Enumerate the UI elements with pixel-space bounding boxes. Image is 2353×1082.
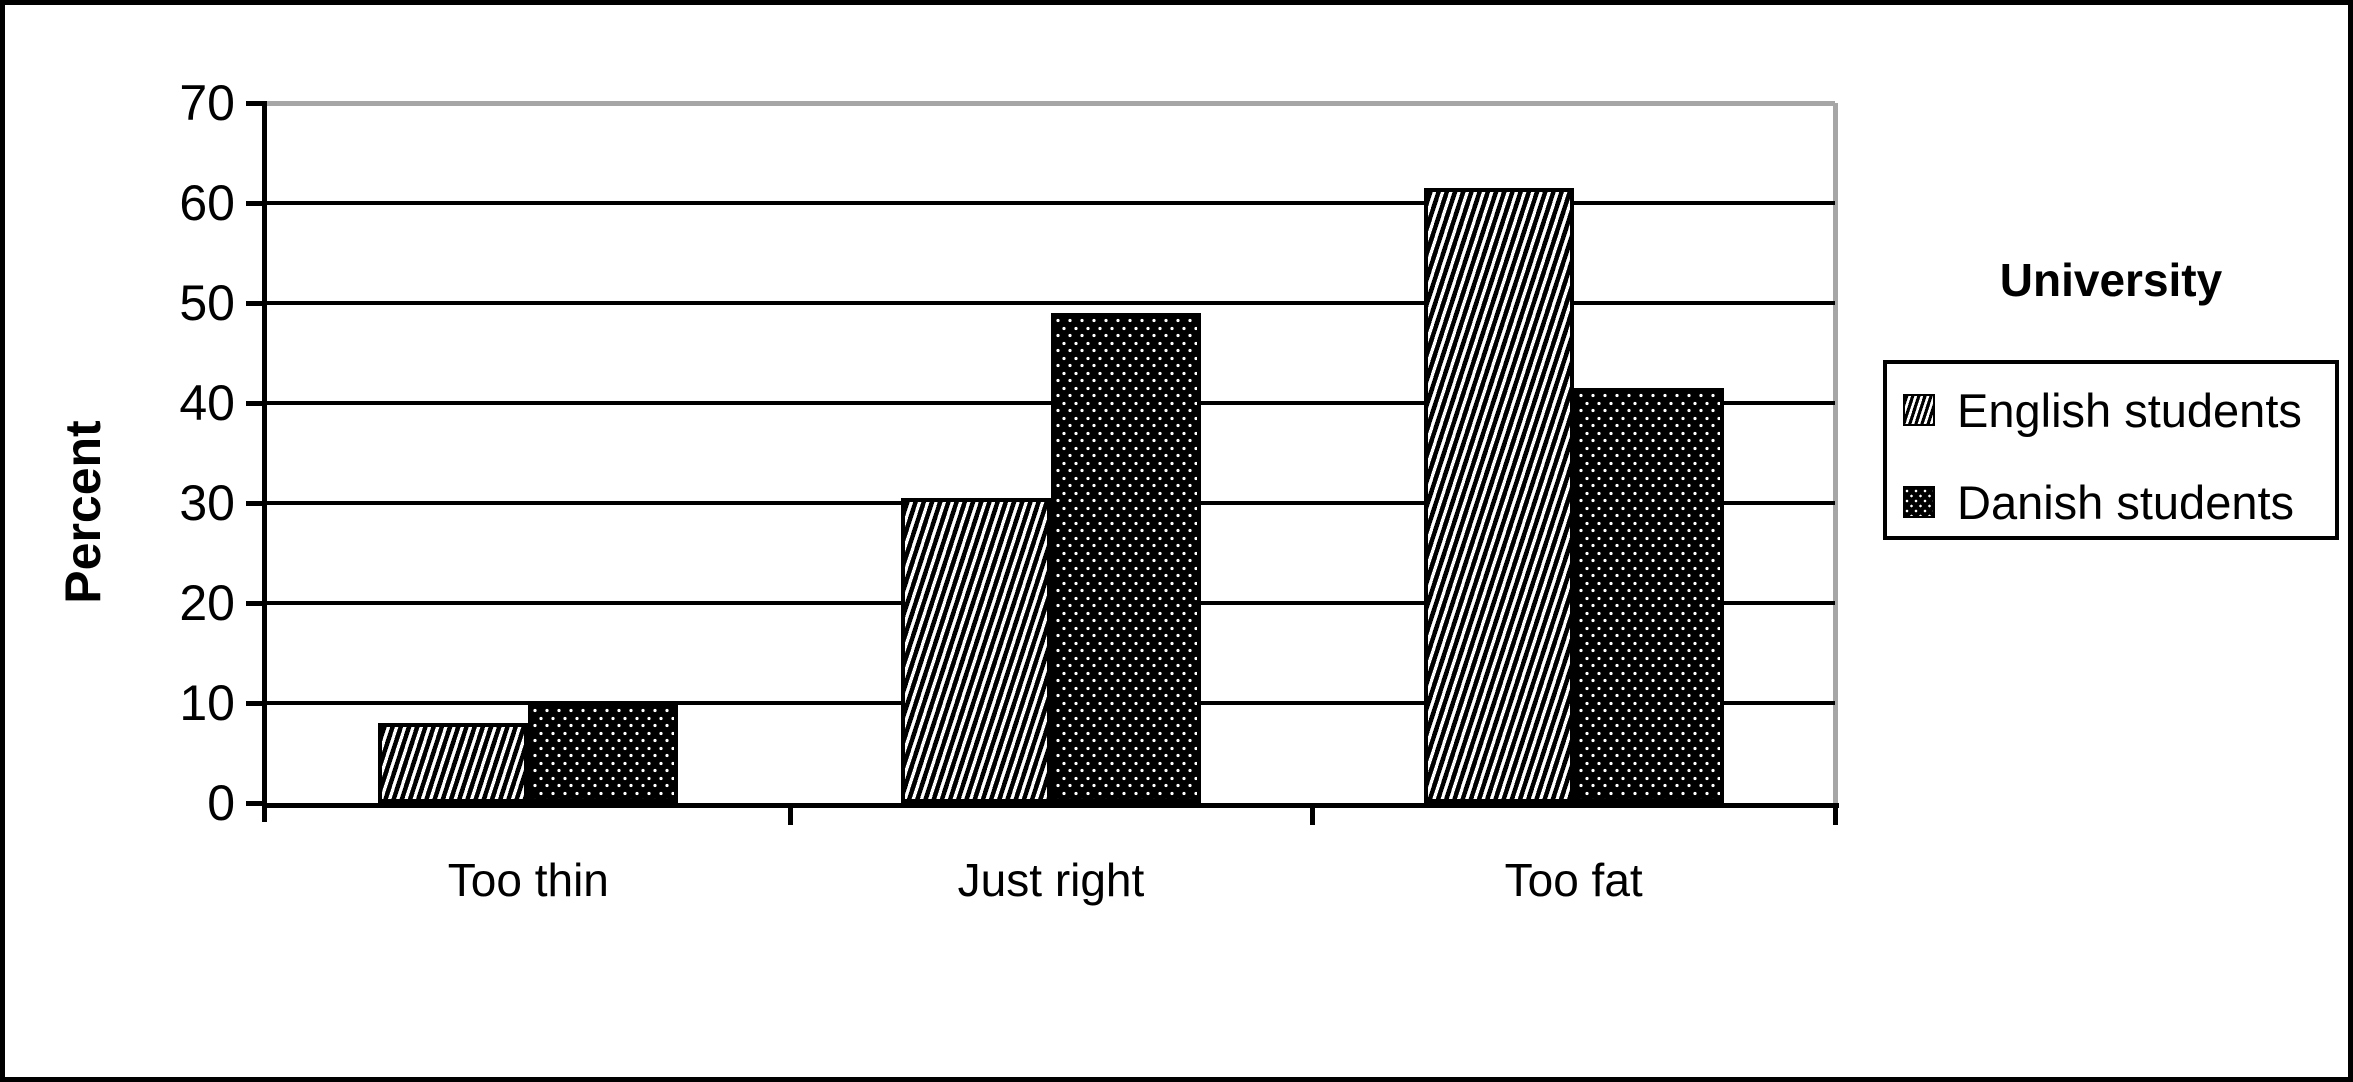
legend-box: English students Danish students: [1883, 360, 2339, 540]
bar-english-too-thin: [378, 723, 529, 803]
bar-danish-too-thin: [528, 703, 679, 803]
legend-title: University: [1999, 254, 2223, 306]
legend-label-english: English students: [1957, 383, 2302, 437]
y-tick-label-10: 10: [179, 675, 235, 731]
x-boundary-tick-1: [787, 808, 793, 825]
y-tick-label-60: 60: [179, 175, 235, 231]
plot-right-border: [1833, 103, 1838, 805]
y-tick-60: [246, 201, 267, 206]
y-tick-10: [246, 701, 267, 706]
english-hatch-swatch-icon: [1903, 394, 1935, 426]
bar-english-too-fat: [1423, 188, 1574, 803]
x-boundary-tick-3: [1833, 808, 1838, 825]
legend-entry-danish: Danish students: [1903, 475, 2323, 529]
plot-top-border: [267, 101, 1835, 106]
y-tick-20: [246, 601, 267, 606]
y-tick-50: [246, 301, 267, 306]
x-boundary-tick-2: [1310, 808, 1316, 825]
plot-area: [267, 103, 1835, 803]
x-category-label-just-right: Just right: [957, 854, 1145, 906]
y-tick-0: [246, 801, 267, 806]
x-category-label-too-thin: Too thin: [447, 854, 609, 906]
y-tick-label-20: 20: [179, 575, 235, 631]
y-axis-title: Percent: [55, 420, 111, 604]
y-tick-label-0: 0: [207, 775, 235, 831]
bar-danish-just-right: [1051, 313, 1201, 803]
legend-label-danish: Danish students: [1957, 475, 2295, 529]
y-tick-70: [246, 101, 267, 106]
x-axis-line: [262, 803, 1839, 808]
bar-danish-too-fat: [1573, 388, 1724, 803]
danish-dot-swatch-icon: [1903, 486, 1935, 518]
legend-entry-english: English students: [1903, 383, 2323, 437]
gridline-60: [267, 201, 1835, 205]
y-tick-label-40: 40: [179, 375, 235, 431]
bar-english-just-right: [901, 498, 1051, 803]
y-tick-label-70: 70: [179, 75, 235, 131]
y-tick-30: [246, 501, 267, 506]
gridline-50: [267, 301, 1835, 305]
y-tick-label-50: 50: [179, 275, 235, 331]
y-tick-40: [246, 401, 267, 406]
x-category-label-too-fat: Too fat: [1504, 854, 1643, 906]
y-axis-line: [262, 101, 267, 822]
y-tick-label-30: 30: [179, 475, 235, 531]
